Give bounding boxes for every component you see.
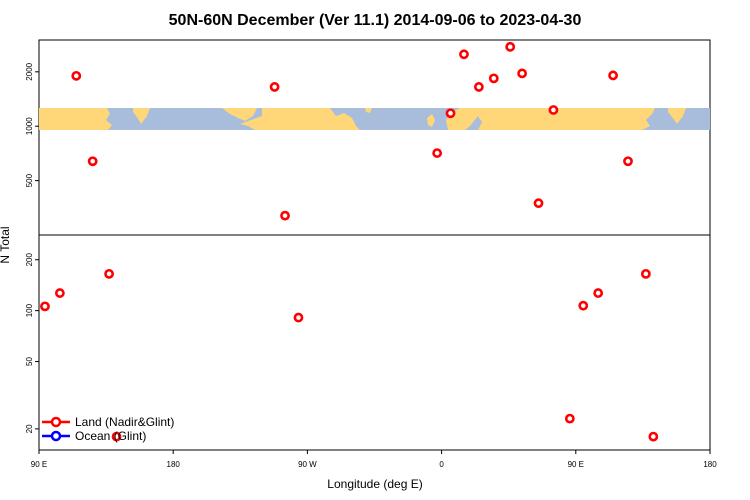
y-tick-label-upper-1000: 1000 xyxy=(25,117,34,135)
point-series0-lower-2 xyxy=(104,268,114,279)
point-series0-upper-4 xyxy=(432,148,443,158)
point-series0-lower-1 xyxy=(54,288,65,298)
y-tick-label-lower-100: 100 xyxy=(25,303,34,317)
point-series0-upper-5 xyxy=(445,108,456,119)
x-tick-label-1: 180 xyxy=(167,460,181,469)
map-strip xyxy=(39,108,710,130)
land-labrador xyxy=(365,108,372,113)
map-land xyxy=(39,108,686,130)
point-series0-upper-1 xyxy=(87,156,98,167)
point-series0-lower-3 xyxy=(111,431,122,442)
x-axis: 90 E 180 90 W 0 90 E 180 xyxy=(31,450,717,469)
y-tick-label-upper-2000: 2000 xyxy=(25,62,34,80)
land-canada xyxy=(240,108,360,130)
point-series0-lower-4 xyxy=(293,312,304,323)
x-tick-label-0: 90 E xyxy=(31,460,47,469)
y-tick-label-lower-20: 20 xyxy=(25,424,34,433)
land-alaska xyxy=(222,108,257,121)
legend-ocean-label: Ocean (Glint) xyxy=(75,429,146,443)
chart-title: 50N-60N December (Ver 11.1) 2014-09-06 t… xyxy=(169,12,582,29)
point-series0-upper-3 xyxy=(280,210,290,221)
point-series0-lower-7 xyxy=(593,288,604,298)
legend-item-land: Land (Nadir&Glint) xyxy=(42,415,174,429)
point-series0-upper-7 xyxy=(473,82,484,92)
x-tick-label-4: 90 E xyxy=(568,460,584,469)
point-series0-lower-0 xyxy=(40,301,50,312)
point-series0-upper-11 xyxy=(533,198,544,209)
plot-frame xyxy=(38,39,711,451)
legend: Land (Nadir&Glint) Ocean (Glint) xyxy=(42,415,174,443)
x-tick-label-2: 90 W xyxy=(298,460,317,469)
legend-item-ocean: Ocean (Glint) xyxy=(42,429,146,443)
x-tick-label-3: 0 xyxy=(439,460,444,469)
point-series0-lower-9 xyxy=(648,431,659,442)
x-tick-label-5: 180 xyxy=(703,460,717,469)
point-series0-upper-0 xyxy=(71,70,82,81)
point-series0-lower-8 xyxy=(640,268,651,279)
point-series0-lower-5 xyxy=(564,413,575,424)
point-series0-lower-6 xyxy=(578,300,589,311)
y-tick-label-upper-500: 500 xyxy=(25,173,34,187)
point-series0-upper-8 xyxy=(488,73,499,84)
land-kamchatka xyxy=(133,108,150,124)
legend-ocean-marker xyxy=(50,430,62,442)
y-tick-label-lower-50: 50 xyxy=(25,357,34,366)
x-axis-label: Longitude (deg E) xyxy=(327,477,422,491)
point-series0-upper-9 xyxy=(505,41,516,52)
land-asia-east xyxy=(39,108,112,130)
point-series0-upper-2 xyxy=(269,82,280,92)
land-kamchatka-east xyxy=(668,108,686,124)
point-series0-upper-13 xyxy=(608,70,618,81)
legend-land-marker xyxy=(50,416,62,428)
land-eurasia xyxy=(472,108,655,130)
point-series0-upper-10 xyxy=(517,68,528,79)
y-tick-label-lower-200: 200 xyxy=(25,252,34,266)
data-points xyxy=(40,41,659,442)
point-series0-upper-14 xyxy=(623,156,633,167)
point-series0-upper-6 xyxy=(459,49,469,60)
land-hudson xyxy=(306,119,316,127)
land-uk xyxy=(427,114,435,127)
y-axis-label: N Total xyxy=(0,226,12,263)
y-axis-lower: 20 50 100 200 xyxy=(25,252,39,433)
point-series0-upper-12 xyxy=(548,105,559,115)
y-axis-upper: 500 1000 2000 xyxy=(25,62,39,187)
legend-land-label: Land (Nadir&Glint) xyxy=(75,415,174,429)
